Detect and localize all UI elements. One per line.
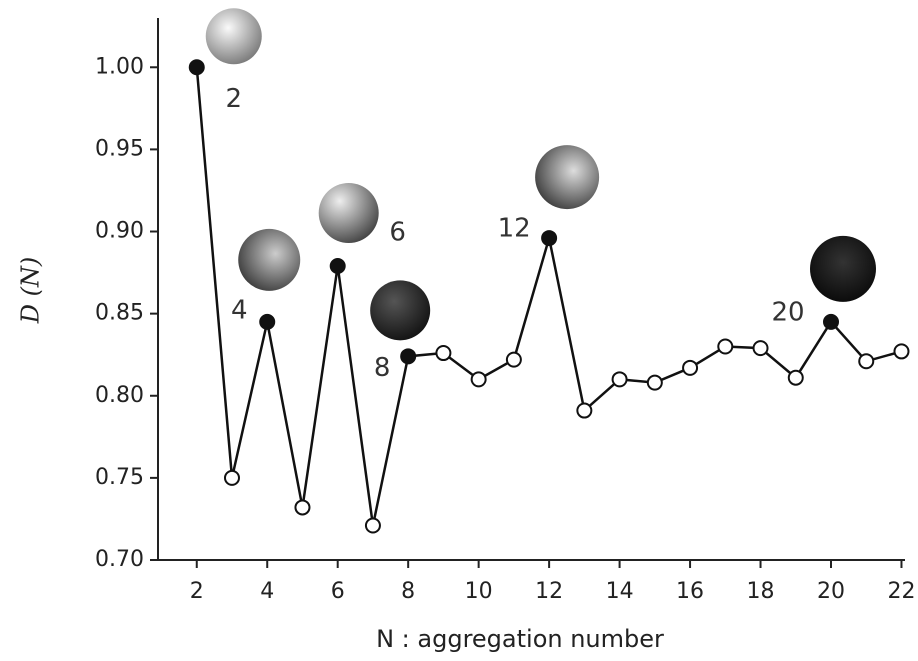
point	[188, 59, 205, 76]
point	[259, 313, 276, 330]
x-tick-label: 4	[260, 579, 274, 604]
y-axis-label: D (N)	[17, 257, 45, 325]
y-tick-label: 0.70	[95, 547, 144, 572]
point	[329, 258, 346, 275]
y-tick-label: 0.95	[95, 136, 144, 161]
sphere-icon	[318, 183, 379, 244]
annotation: 12	[498, 214, 531, 244]
point	[611, 371, 628, 388]
x-tick-label: 16	[676, 579, 704, 604]
point	[893, 343, 910, 360]
point	[787, 369, 804, 386]
point	[717, 338, 734, 355]
point	[223, 469, 240, 486]
sphere-icon	[238, 228, 301, 291]
sphere-icon	[810, 235, 877, 302]
x-tick-label: 18	[747, 579, 775, 604]
annotation: 8	[374, 353, 391, 383]
y-tick-label: 0.85	[95, 301, 144, 326]
point	[470, 371, 487, 388]
point	[400, 348, 417, 365]
annotation: 6	[389, 218, 406, 248]
x-tick-label: 10	[465, 579, 493, 604]
annotation: 20	[771, 297, 804, 327]
y-tick-label: 0.75	[95, 465, 144, 490]
point	[541, 230, 558, 247]
sphere-icon	[535, 145, 600, 210]
x-tick-label: 6	[331, 579, 345, 604]
x-tick-label: 22	[887, 579, 915, 604]
y-tick-label: 1.00	[95, 54, 144, 79]
x-tick-label: 12	[535, 579, 563, 604]
sphere-icon	[370, 280, 431, 341]
x-tick-label: 14	[606, 579, 634, 604]
x-axis-label: N : aggregation number	[376, 625, 664, 653]
point	[823, 313, 840, 330]
point	[646, 374, 663, 391]
point	[435, 345, 452, 362]
point	[752, 340, 769, 357]
point	[858, 353, 875, 370]
x-tick-label: 8	[401, 579, 415, 604]
y-tick-label: 0.90	[95, 219, 144, 244]
point	[682, 359, 699, 376]
sphere-icon	[205, 8, 262, 65]
point	[294, 499, 311, 516]
x-tick-label: 2	[190, 579, 204, 604]
y-tick-label: 0.80	[95, 383, 144, 408]
annotation: 2	[225, 84, 242, 114]
point	[364, 517, 381, 534]
x-tick-label: 20	[817, 579, 845, 604]
point	[505, 351, 522, 368]
point	[576, 402, 593, 419]
annotation: 4	[231, 295, 248, 325]
